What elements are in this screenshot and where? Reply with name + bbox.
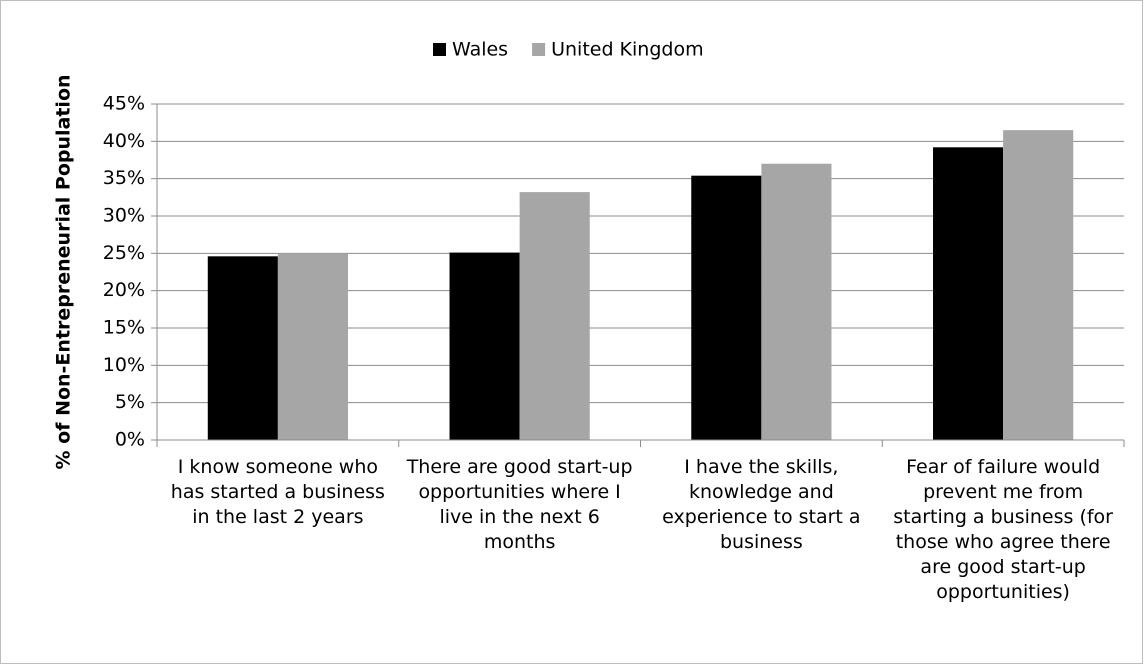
legend-swatch	[532, 43, 546, 56]
bar	[449, 252, 520, 440]
y-tick-label: 15%	[103, 317, 145, 339]
y-axis-label: % of Non-Entrepreneurial Population	[53, 74, 75, 469]
y-tick-label: 20%	[103, 279, 145, 301]
y-tick-label: 40%	[103, 130, 145, 152]
legend-label: Wales	[452, 39, 508, 61]
legend-swatch	[433, 43, 446, 56]
bar	[519, 192, 590, 440]
legend-label: United Kingdom	[551, 39, 704, 61]
x-tick-label: Fear of failure would prevent me from st…	[893, 456, 1113, 603]
x-tick-label: I have the skills, knowledge and experie…	[662, 456, 861, 553]
bar	[1003, 130, 1074, 440]
bar	[207, 256, 278, 440]
y-tick-label: 10%	[103, 354, 145, 376]
bar	[761, 163, 832, 440]
y-tick-label: 45%	[103, 93, 145, 115]
y-tick-label: 30%	[103, 205, 145, 227]
x-tick-label: I know someone who has started a busines…	[170, 456, 385, 528]
y-tick-label: 5%	[115, 391, 145, 413]
bar	[277, 253, 348, 440]
bar	[933, 147, 1004, 440]
y-tick-label: 35%	[103, 167, 145, 189]
bar	[691, 175, 762, 440]
y-tick-label: 25%	[103, 242, 145, 264]
y-tick-label: 0%	[115, 429, 145, 451]
x-tick-label: There are good start-up opportunities wh…	[406, 456, 633, 553]
